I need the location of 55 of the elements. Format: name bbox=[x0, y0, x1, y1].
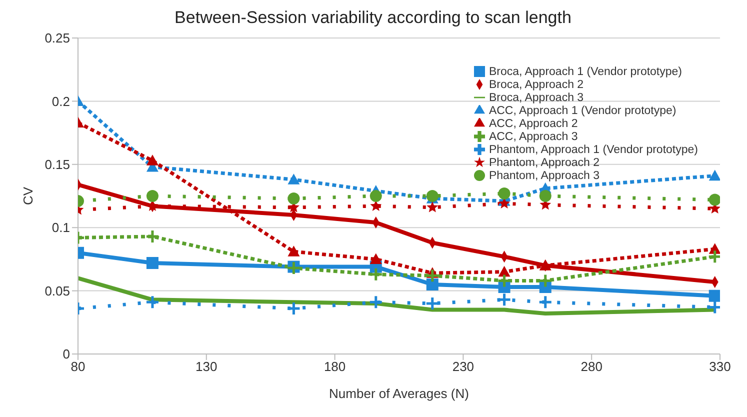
point bbox=[288, 174, 300, 184]
y-tick-label: 0.25 bbox=[44, 30, 70, 46]
point bbox=[146, 154, 158, 166]
x-tick-label: 180 bbox=[324, 359, 346, 374]
point bbox=[425, 268, 440, 283]
point bbox=[368, 294, 384, 310]
y-axis-title: CV bbox=[20, 186, 36, 206]
y-tick-label: 0.15 bbox=[44, 157, 70, 172]
x-axis-title: Number of Averages (N) bbox=[329, 386, 469, 401]
point bbox=[370, 190, 382, 202]
y-tick-label: 0.1 bbox=[52, 220, 70, 236]
point bbox=[498, 187, 510, 200]
point bbox=[538, 294, 553, 310]
x-tick-label: 280 bbox=[580, 359, 602, 374]
point bbox=[288, 246, 300, 256]
legend-label: Broca, Approach 2 bbox=[488, 79, 584, 91]
point bbox=[497, 292, 512, 307]
legend-label: ACC, Approach 2 bbox=[488, 118, 578, 130]
point bbox=[708, 194, 720, 206]
point bbox=[426, 278, 438, 290]
point bbox=[288, 192, 300, 205]
legend-label: ACC, Approach 3 bbox=[488, 131, 578, 143]
chart-title: Between-Session variability according to scan length bbox=[174, 8, 572, 28]
x-tick-label: 330 bbox=[709, 359, 731, 374]
point bbox=[145, 229, 160, 244]
x-tick-label: 230 bbox=[452, 359, 474, 374]
point bbox=[708, 290, 720, 302]
y-tick-label: 0 bbox=[62, 346, 70, 362]
point bbox=[426, 201, 438, 212]
x-tick-label: 80 bbox=[70, 359, 86, 374]
x-tick-label: 130 bbox=[196, 359, 218, 374]
point bbox=[370, 253, 382, 264]
legend-label: Phantom, Approach 2 bbox=[488, 157, 600, 169]
point bbox=[368, 267, 384, 282]
legend-label: Phantom, Approach 3 bbox=[488, 170, 600, 182]
legend-label: Broca, Approach 1 (Vendor prototype) bbox=[488, 66, 682, 78]
point bbox=[539, 190, 552, 202]
y-tick-label: 0.2 bbox=[52, 94, 70, 109]
point bbox=[426, 190, 438, 202]
point bbox=[146, 256, 158, 269]
point bbox=[370, 200, 382, 211]
legend-label: Phantom, Approach 1 (Vendor prototype) bbox=[488, 144, 698, 156]
legend-label: ACC, Approach 1 (Vendor prototype) bbox=[488, 105, 676, 117]
point bbox=[498, 266, 510, 277]
y-tick-label: 0.05 bbox=[44, 283, 70, 298]
legend-label: Broca, Approach 3 bbox=[488, 92, 584, 104]
point bbox=[539, 260, 552, 270]
point bbox=[497, 273, 512, 288]
point bbox=[538, 273, 553, 288]
point bbox=[498, 198, 510, 208]
point bbox=[145, 294, 160, 310]
point bbox=[708, 170, 720, 181]
point bbox=[286, 301, 301, 316]
point bbox=[425, 296, 440, 311]
point bbox=[146, 190, 158, 202]
